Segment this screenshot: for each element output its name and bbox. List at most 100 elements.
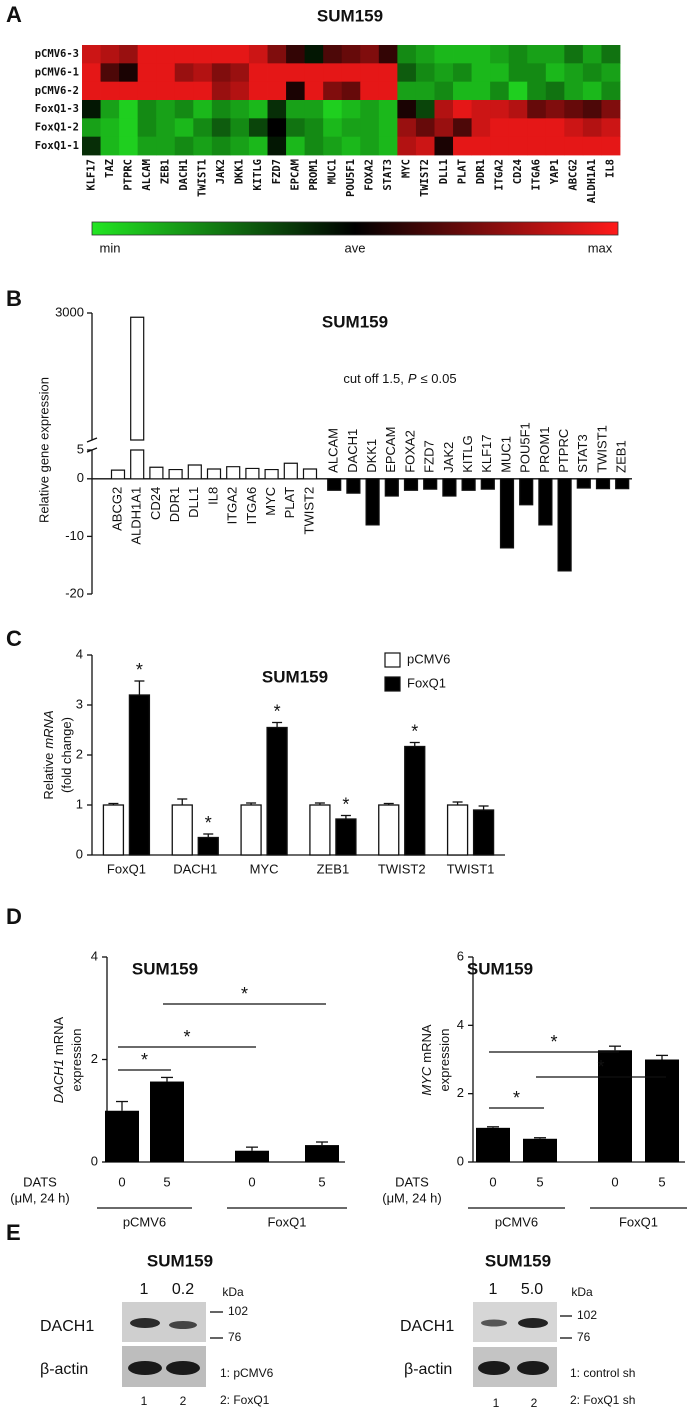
column-label: ABCG2	[568, 159, 580, 191]
x-tick-label: IL8	[205, 487, 220, 505]
row-label: FoxQ1-1	[35, 140, 79, 152]
column-label: FZD7	[271, 159, 283, 184]
column-label: IL8	[605, 159, 617, 178]
heatmap-cell	[193, 136, 213, 156]
y-axis-label-part: mRNA	[41, 710, 56, 748]
marker-label: 102	[577, 1308, 597, 1322]
y-tick-label: 4	[91, 948, 98, 963]
bar	[264, 468, 279, 480]
heatmap-cell	[378, 136, 398, 156]
bar	[423, 478, 438, 490]
heatmap-cell	[286, 81, 306, 101]
y-tick-label: 0	[457, 1153, 464, 1168]
x-tick-label: DDR1	[167, 487, 182, 522]
y-tick-label: 3	[76, 696, 83, 711]
x-tick-label: TWIST2	[378, 861, 426, 876]
heatmap-cell	[211, 63, 231, 83]
heatmap-cell	[156, 81, 176, 101]
heatmap-cell	[248, 136, 268, 156]
bar	[365, 478, 380, 526]
heatmap-cell	[267, 100, 287, 119]
row-label: FoxQ1-2	[35, 122, 79, 134]
y-tick-label: 6	[457, 948, 464, 963]
heatmap-cell	[174, 100, 194, 119]
heatmap-cell	[286, 136, 306, 156]
heatmap-cell	[582, 118, 602, 138]
chart-title: SUM159	[132, 959, 198, 978]
column-label: STAT3	[382, 159, 394, 191]
bar	[472, 809, 495, 856]
heatmap-cell	[100, 81, 120, 101]
x-tick-label: MUC1	[498, 436, 513, 473]
y-tick-label: 5	[77, 441, 84, 456]
column-label: EPCAM	[289, 159, 301, 191]
heatmap-cell	[267, 81, 287, 101]
heatmap-cell	[174, 81, 194, 101]
heatmap-cell	[564, 45, 584, 64]
heatmap-cell	[601, 45, 621, 64]
column-label: TWIST1	[197, 159, 209, 197]
heatmap-cell	[137, 100, 157, 119]
bar	[302, 468, 318, 480]
bar	[538, 478, 553, 526]
x-tick-label: MYC	[250, 861, 279, 876]
heatmap-cell	[137, 118, 157, 138]
column-label: MUC1	[326, 159, 338, 184]
heatmap-cell	[360, 100, 380, 119]
lane-value: 0.2	[172, 1281, 194, 1298]
band	[130, 1318, 160, 1328]
y-axis-label-part: expression	[69, 1029, 84, 1092]
x-tick-label: POU5F1	[518, 422, 533, 473]
y-axis-label: (fold change)	[59, 717, 74, 793]
heatmap-cell	[527, 45, 547, 64]
column-label: DDR1	[475, 159, 487, 184]
heatmap-cell	[490, 45, 510, 64]
blot-title: SUM159	[485, 1251, 551, 1270]
column-label: CD24	[512, 159, 524, 184]
heatmap-cell	[248, 81, 268, 101]
column-label: ALCAM	[141, 159, 153, 191]
heatmap-cell	[341, 63, 361, 83]
y-axis-label: DACH1 mRNA	[51, 1016, 66, 1103]
y-tick-label: 3000	[55, 304, 84, 319]
panel-label: B	[6, 286, 22, 311]
chart-title: SUM159	[317, 6, 383, 25]
heatmap-cell	[304, 45, 324, 64]
heatmap-cell	[397, 63, 417, 83]
heatmap-cell	[119, 63, 139, 83]
y-axis-label-part: Relative	[41, 753, 56, 800]
y-axis-label-part: mRNA	[419, 1024, 434, 1063]
column-label: JAK2	[215, 159, 227, 184]
column-label: DLL1	[438, 159, 450, 184]
marker-label: 102	[228, 1304, 248, 1318]
bar	[245, 467, 260, 480]
bar	[403, 478, 419, 491]
y-tick-label: 4	[76, 646, 83, 661]
y-axis-label: Relative gene expression	[36, 377, 51, 523]
panel-label: E	[6, 1220, 21, 1245]
heatmap-cell	[397, 81, 417, 101]
heatmap-cell	[304, 63, 324, 83]
band	[128, 1361, 162, 1375]
bar	[130, 316, 145, 480]
heatmap-cell	[248, 45, 268, 64]
y-tick-label: -10	[65, 528, 84, 543]
heatmap-cell	[211, 136, 231, 156]
heatmap-cell	[601, 81, 621, 101]
x-tick-label: ZEB1	[317, 861, 350, 876]
bar	[309, 804, 331, 856]
y-axis-label-part: expression	[437, 1029, 452, 1092]
heatmap-cell	[453, 136, 472, 156]
bar	[557, 478, 572, 572]
colorbar-label: ave	[345, 240, 366, 255]
heatmap-cell	[193, 63, 213, 83]
x-tick-label: ALDH1A1	[129, 487, 144, 545]
panel-label: D	[6, 904, 22, 929]
y-tick-label: -20	[65, 585, 84, 600]
heatmap-cell	[193, 45, 213, 64]
lane-value: 5.0	[521, 1281, 543, 1298]
heatmap-cell	[248, 63, 268, 83]
colorbar-label: max	[588, 240, 613, 255]
unit: kDa	[222, 1285, 244, 1299]
